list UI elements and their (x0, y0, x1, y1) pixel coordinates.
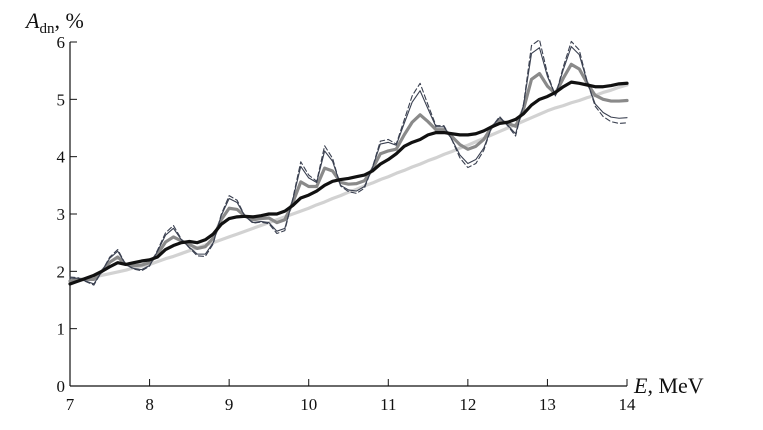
x-tick-label: 12 (459, 395, 476, 414)
x-tick-label: 10 (300, 395, 317, 414)
x-tick-label: 14 (619, 395, 637, 414)
y-tick-label: 4 (57, 148, 66, 167)
x-label-unit: , MeV (647, 373, 703, 398)
x-tick-label: 7 (66, 395, 75, 414)
y-label-unit: , % (54, 8, 83, 33)
series-line (68, 83, 629, 285)
x-tick-label: 8 (145, 395, 154, 414)
y-tick-label: 6 (57, 33, 66, 52)
x-tick-label: 11 (380, 395, 396, 414)
series-line (68, 62, 629, 283)
y-tick-label: 0 (57, 377, 66, 396)
y-tick-label: 1 (57, 320, 66, 339)
x-tick-label: 9 (225, 395, 234, 414)
x-tick-label: 13 (539, 395, 556, 414)
y-label-symbol: A (24, 8, 40, 33)
y-tick-label: 5 (57, 90, 66, 109)
series-line (68, 80, 629, 286)
x-axis-label: E, MeV (633, 373, 704, 398)
y-tick-label: 2 (57, 262, 66, 281)
x-label-symbol: E (633, 373, 648, 398)
y-axis-label: Adn, % (24, 8, 84, 37)
series-line (69, 39, 628, 286)
y-tick-label: 3 (57, 205, 66, 224)
series-line (69, 46, 628, 285)
y-label-subscript: dn (39, 21, 55, 37)
